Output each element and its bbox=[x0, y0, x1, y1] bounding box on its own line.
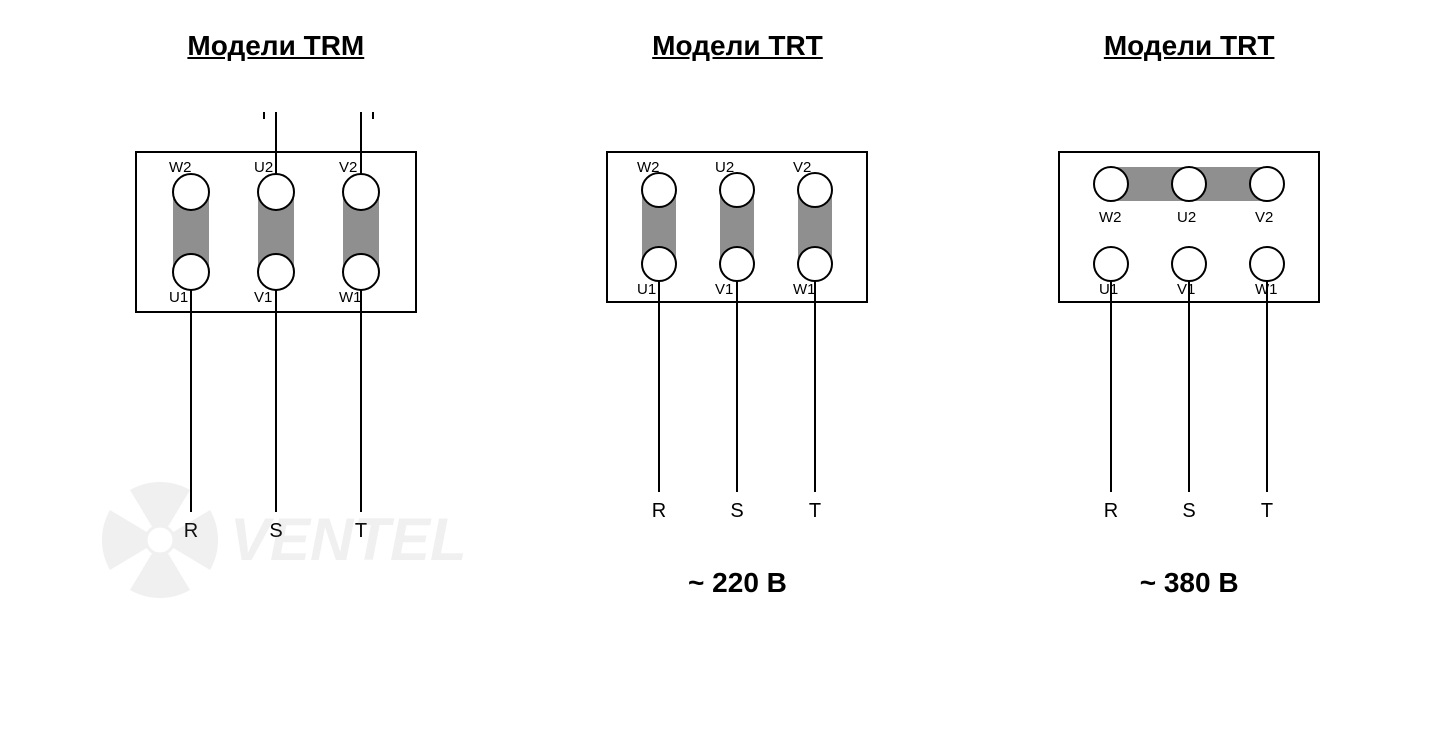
svg-text:U2: U2 bbox=[1177, 209, 1196, 226]
diagram-trt-220: W2 U1 R U2 V1 S V2 W1 T bbox=[597, 112, 877, 537]
voltage-380: ~ 380 В bbox=[1140, 567, 1239, 599]
svg-text:W2: W2 bbox=[1099, 209, 1122, 226]
diagram-trt-380: W2U2V2U1RV1SW1T bbox=[1049, 112, 1329, 537]
svg-text:S: S bbox=[1182, 500, 1195, 522]
svg-text:U2: U2 bbox=[254, 159, 273, 176]
title-trt-220: Модели TRT bbox=[652, 30, 823, 62]
svg-text:W2: W2 bbox=[169, 159, 192, 176]
svg-text:S: S bbox=[731, 500, 744, 522]
svg-text:T: T bbox=[809, 500, 821, 522]
title-trm: Модели TRM bbox=[187, 30, 364, 62]
svg-text:R: R bbox=[1104, 500, 1118, 522]
svg-text:V1: V1 bbox=[1177, 281, 1195, 298]
svg-text:W1: W1 bbox=[339, 289, 362, 306]
svg-text:V2: V2 bbox=[793, 159, 811, 176]
svg-text:V2: V2 bbox=[1255, 209, 1273, 226]
panel-trt-220: Модели TRT W2 U1 R U2 V1 S V2 W1 T ~ 220 В bbox=[597, 30, 877, 599]
svg-text:R: R bbox=[184, 520, 198, 542]
svg-text:W2: W2 bbox=[637, 159, 660, 176]
svg-text:T: T bbox=[1261, 500, 1273, 522]
svg-text:U1: U1 bbox=[637, 281, 656, 298]
diagram-trm: W2 U1 R U2 V1 S V2 W1 T bbox=[126, 112, 426, 557]
voltage-220: ~ 220 В bbox=[688, 567, 787, 599]
title-trt-380: Модели TRT bbox=[1104, 30, 1275, 62]
svg-text:T: T bbox=[355, 520, 367, 542]
svg-text:R: R bbox=[652, 500, 666, 522]
svg-text:U1: U1 bbox=[169, 289, 188, 306]
svg-text:V1: V1 bbox=[715, 281, 733, 298]
svg-text:W1: W1 bbox=[793, 281, 816, 298]
panel-trt-380: Модели TRT W2U2V2U1RV1SW1T ~ 380 В bbox=[1049, 30, 1329, 599]
svg-text:V1: V1 bbox=[254, 289, 272, 306]
svg-text:V2: V2 bbox=[339, 159, 357, 176]
panel-trm: Модели TRM W2 U1 R U2 V1 S V2 W1 T bbox=[126, 30, 426, 557]
svg-text:S: S bbox=[269, 520, 282, 542]
svg-text:U2: U2 bbox=[715, 159, 734, 176]
svg-text:U1: U1 bbox=[1099, 281, 1118, 298]
